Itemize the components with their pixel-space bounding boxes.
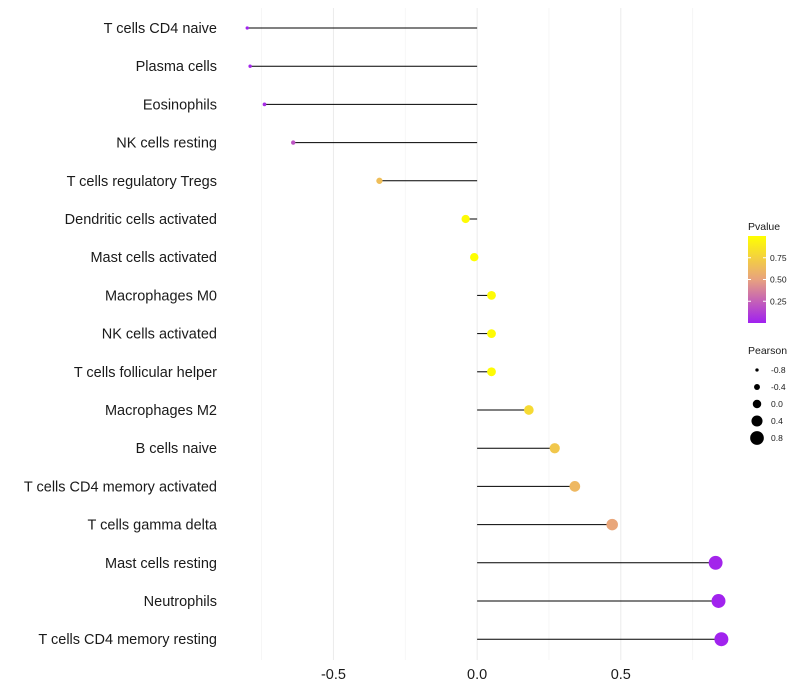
dot-macrophages-m0: [487, 290, 496, 300]
dot-t-cells-gamma-delta: [606, 518, 618, 531]
dot-mast-cells-activated: [470, 252, 479, 262]
dot-nk-cells-resting: [291, 140, 296, 145]
size-legend-dot: [751, 415, 763, 427]
category-label-nk-cells-resting: NK cells resting: [116, 136, 217, 152]
dot-eosinophils: [262, 102, 267, 107]
category-label-neutrophils: Neutrophils: [144, 594, 217, 610]
category-label-nk-cells-activated: NK cells activated: [102, 327, 217, 343]
category-label-b-cells-naive: B cells naive: [136, 441, 217, 457]
dots: [245, 26, 729, 647]
category-label-t-cells-cd4-memory-activated: T cells CD4 memory activated: [24, 479, 217, 495]
x-tick-label: -0.5: [321, 667, 346, 683]
category-label-macrophages-m2: Macrophages M2: [105, 403, 217, 419]
y-axis-labels: T cells CD4 naive Plasma cells Eosinophils…: [24, 21, 218, 648]
dot-t-cells-cd4-memory-activated: [569, 481, 581, 492]
stems: [247, 27, 722, 640]
x-tick-label: 0.0: [467, 667, 487, 683]
category-label-macrophages-m0: Macrophages M0: [105, 288, 217, 304]
category-label-plasma-cells: Plasma cells: [136, 59, 217, 75]
dot-t-cells-cd4-memory-resting: [714, 632, 729, 647]
size-legend-label: -0.8: [771, 365, 786, 375]
dot-macrophages-m2: [524, 405, 534, 415]
colorbar-tick-label: 0.25: [770, 296, 787, 306]
size-legend-dot: [752, 399, 762, 409]
pvalue-legend: Pvalue 0.25 0.50 0.75: [748, 221, 787, 323]
dot-t-cells-follicular-helper: [487, 367, 496, 377]
colorbar-tick-label: 0.75: [770, 253, 787, 263]
size-legend-label: 0.4: [771, 416, 783, 426]
colorbar-tick-label: 0.50: [770, 275, 787, 285]
dot-t-cells-cd4-naive: [245, 26, 249, 30]
size-legend-label: 0.0: [771, 399, 783, 409]
dot-nk-cells-activated: [487, 329, 496, 339]
category-label-mast-cells-resting: Mast cells resting: [105, 556, 217, 572]
dot-dendritic-cells-activated: [461, 214, 470, 224]
pvalue-colorbar: [748, 236, 766, 323]
category-label-dendritic-cells-activated: Dendritic cells activated: [65, 212, 217, 228]
category-label-t-cells-cd4-naive: T cells CD4 naive: [104, 21, 217, 37]
pearson-legend: Pearson -0.8 -0.4 0.0 0.4 0.8: [748, 345, 787, 445]
category-label-t-cells-regulatory-tregs: T cells regulatory Tregs: [67, 174, 217, 190]
category-label-t-cells-follicular-helper: T cells follicular helper: [74, 365, 217, 381]
category-label-t-cells-gamma-delta: T cells gamma delta: [88, 518, 218, 534]
category-label-mast-cells-activated: Mast cells activated: [90, 250, 217, 266]
size-legend-label: -0.4: [771, 382, 786, 392]
dot-neutrophils: [711, 594, 726, 608]
x-axis-ticks: -0.5 0.0 0.5: [321, 667, 631, 683]
dot-t-cells-regulatory-tregs: [376, 177, 383, 184]
grid-lines: [261, 8, 694, 660]
x-tick-label: 0.5: [611, 667, 631, 683]
dot-plasma-cells: [248, 64, 252, 68]
category-label-t-cells-cd4-memory-resting: T cells CD4 memory resting: [38, 632, 217, 648]
dot-mast-cells-resting: [708, 555, 723, 570]
size-legend-dot: [750, 431, 764, 445]
size-legend-label: 0.8: [771, 433, 783, 443]
pearson-legend-title: Pearson: [748, 345, 787, 357]
category-label-eosinophils: Eosinophils: [143, 97, 217, 113]
pvalue-legend-title: Pvalue: [748, 221, 780, 233]
size-legend-dot: [754, 384, 760, 390]
dot-b-cells-naive: [549, 443, 560, 454]
size-legend-dot: [755, 368, 759, 372]
